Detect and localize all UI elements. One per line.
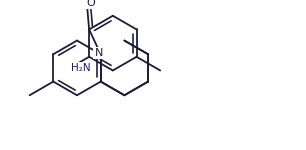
Text: H₂N: H₂N <box>71 63 91 73</box>
Text: N: N <box>95 48 103 58</box>
Text: O: O <box>87 0 95 8</box>
